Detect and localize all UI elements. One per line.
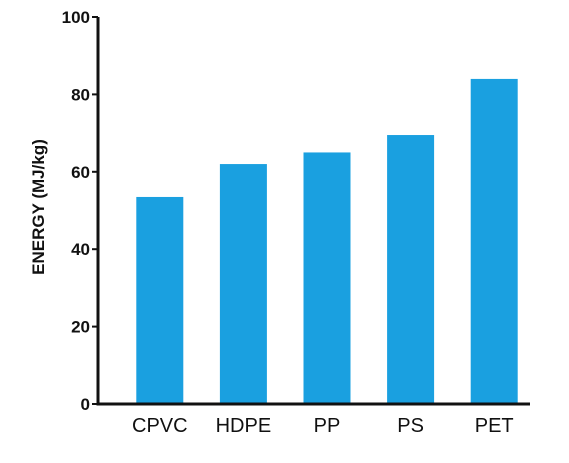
y-ticks-group: 0 20 40 60 80 100 — [62, 8, 98, 414]
x-tick-label-hdpe: HDPE — [216, 415, 272, 437]
bar-ps — [387, 135, 435, 404]
y-tick-label: 100 — [62, 8, 90, 27]
y-tick-label: 0 — [81, 395, 90, 414]
x-ticks-group: CPVC HDPE PP PS PET — [132, 415, 514, 437]
y-tick-label: 40 — [71, 240, 90, 259]
y-tick-label: 80 — [71, 85, 90, 104]
y-tick-label: 20 — [71, 318, 90, 337]
y-axis-title: ENERGY (MJ/kg) — [29, 139, 48, 275]
bars-group — [136, 78, 518, 405]
bar-pp — [303, 152, 351, 404]
y-tick-label: 60 — [71, 163, 90, 182]
x-tick-label-ps: PS — [397, 415, 424, 437]
bar-cpvc — [136, 196, 184, 404]
bar-hdpe — [219, 164, 267, 404]
bar-pet — [470, 78, 518, 405]
x-tick-label-pp: PP — [314, 415, 341, 437]
x-tick-label-pet: PET — [475, 415, 514, 437]
x-tick-label-cpvc: CPVC — [132, 415, 188, 437]
